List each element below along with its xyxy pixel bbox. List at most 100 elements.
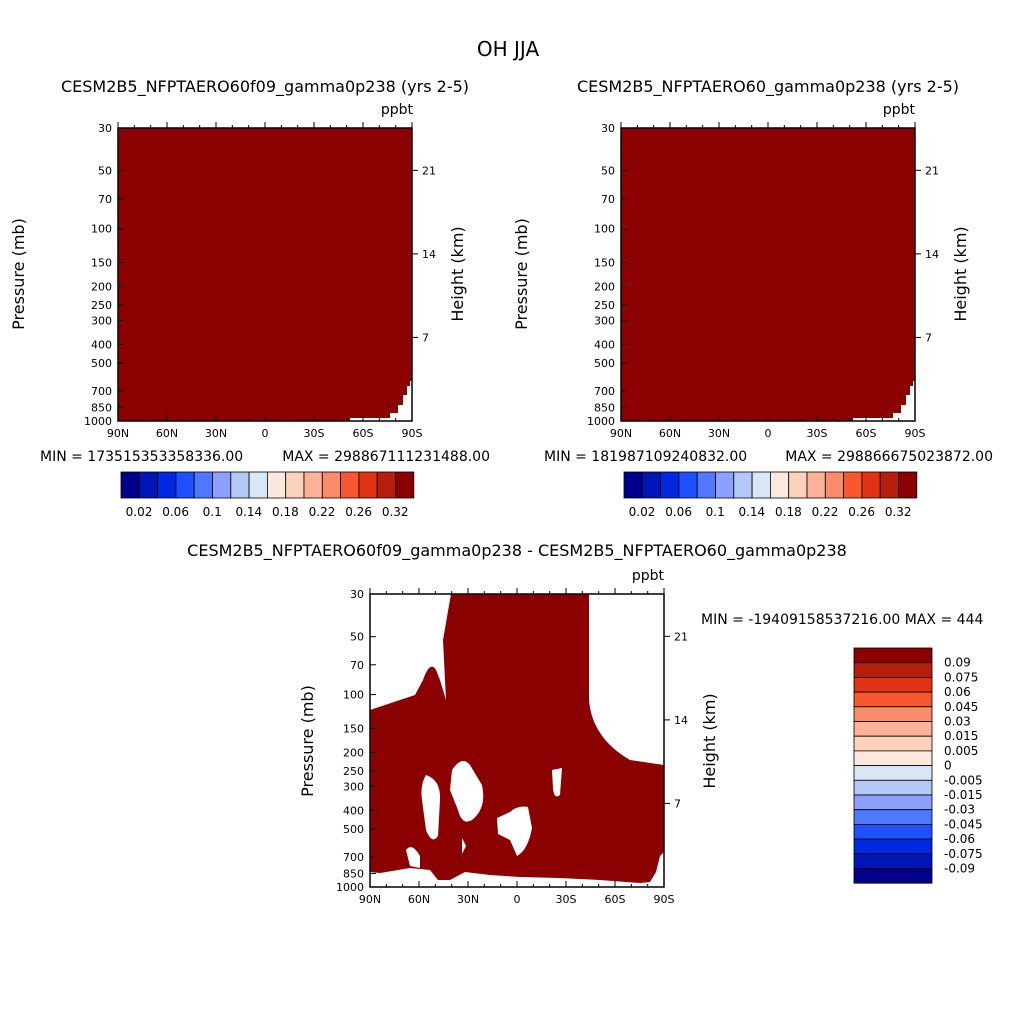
diff-unit: ppbt <box>632 568 665 584</box>
left-y2label: Height (km) <box>448 226 467 321</box>
xtick-label-2: 30N <box>205 427 227 440</box>
xtick-label-5: 60S <box>353 427 374 440</box>
ytick-label-8: 400 <box>91 338 112 351</box>
ytick-label-3: 100 <box>594 223 615 236</box>
cbar-label-2: 0.1 <box>706 505 725 519</box>
ytick-label-12: 1000 <box>336 881 364 894</box>
cbar-box-14 <box>376 471 396 499</box>
right-y2label: Height (km) <box>951 226 970 321</box>
vbar-label-11: -0.045 <box>944 817 983 831</box>
cbar-box-6 <box>733 471 753 499</box>
panel-left: CESM2B5_NFPTAERO60f09_gamma0p238 (yrs 2-… <box>9 77 490 519</box>
cbar-label-1: 0.06 <box>162 505 189 519</box>
vbar-label-1: 0.075 <box>944 670 978 684</box>
right-minor-ticks <box>620 122 916 421</box>
cbar-box-5 <box>212 471 232 499</box>
xtick-label-2: 30N <box>457 893 479 906</box>
xtick-label-4: 30S <box>304 427 325 440</box>
vbar-label-14: -0.09 <box>944 862 975 876</box>
ytick-label-2: 70 <box>601 193 615 206</box>
cbar-box-1 <box>641 471 661 499</box>
ytick-label-11: 850 <box>91 401 112 414</box>
ytick-label-2: 70 <box>350 659 364 672</box>
left-y2ticks: 21 14 7 <box>412 164 436 344</box>
right-unit: ppbt <box>883 102 916 118</box>
ytick-label-1: 50 <box>350 631 364 644</box>
vbar-label-5: 0.015 <box>944 729 978 743</box>
vbar-box-0 <box>853 647 933 664</box>
left-minor-ticks <box>117 122 413 421</box>
left-unit: ppbt <box>381 102 414 118</box>
right-y2ticks: 21 14 7 <box>915 164 939 344</box>
xtick-label-6: 90S <box>905 427 926 440</box>
y2tick-label-2: 7 <box>674 797 681 810</box>
left-max: MAX = 298867111231488.00 <box>282 449 490 465</box>
vbar-box-1 <box>853 662 933 678</box>
vbar-label-10: -0.03 <box>944 803 975 817</box>
ytick-label-6: 250 <box>594 299 615 312</box>
cbar-box-15 <box>395 471 415 499</box>
cbar-box-7 <box>751 471 771 499</box>
cbar-box-10 <box>303 471 323 499</box>
left-title: CESM2B5_NFPTAERO60f09_gamma0p238 (yrs 2-… <box>61 77 469 97</box>
vbar-label-6: 0.005 <box>944 744 978 758</box>
cbar-label-3: 0.14 <box>738 505 765 519</box>
cbar-label-4: 0.18 <box>775 505 802 519</box>
cbar-box-11 <box>321 471 341 499</box>
right-white-notch <box>853 381 915 421</box>
ytick-label-6: 250 <box>343 765 364 778</box>
cbar-box-8 <box>770 471 790 499</box>
vbar-box-10 <box>853 794 933 811</box>
ytick-label-12: 1000 <box>587 415 615 428</box>
cbar-label-3: 0.14 <box>235 505 262 519</box>
vbar-box-15 <box>853 868 933 884</box>
left-plot-fill <box>118 128 412 421</box>
cbar-label-1: 0.06 <box>665 505 692 519</box>
y2tick-label-2: 7 <box>925 331 932 344</box>
ytick-label-10: 700 <box>91 385 112 398</box>
right-max: MAX = 298866675023872.00 <box>785 449 993 465</box>
diff-minmax: MIN = -19409158537216.00 MAX = 444 <box>701 612 983 628</box>
cbar-label-5: 0.22 <box>812 505 839 519</box>
ytick-label-0: 30 <box>601 122 615 135</box>
cbar-box-8 <box>266 471 287 499</box>
ytick-label-5: 200 <box>343 747 364 760</box>
ytick-label-1: 50 <box>601 165 615 178</box>
diff-xticks: 90N 60N 30N 0 30S 60S 90S <box>359 881 675 906</box>
panel-diff: CESM2B5_NFPTAERO60f09_gamma0p238 - CESM2… <box>187 541 983 906</box>
cbar-label-2: 0.1 <box>203 505 222 519</box>
diff-ylabel: Pressure (mb) <box>298 685 317 797</box>
diff-contour-fill <box>370 594 664 883</box>
cbar-label-0: 0.02 <box>629 505 656 519</box>
cbar-box-5 <box>715 471 735 499</box>
cbar-box-15 <box>898 471 918 499</box>
y2tick-label-1: 14 <box>422 248 436 261</box>
xtick-label-0: 90N <box>107 427 129 440</box>
cbar-label-4: 0.18 <box>272 505 299 519</box>
ytick-label-3: 100 <box>91 223 112 236</box>
cbar-box-0 <box>120 471 140 499</box>
ytick-label-1: 50 <box>98 165 112 178</box>
ytick-label-7: 300 <box>343 780 364 793</box>
ytick-label-9: 500 <box>343 823 364 836</box>
ytick-label-12: 1000 <box>84 415 112 428</box>
diff-hole-1 <box>421 775 441 840</box>
cbar-box-11 <box>824 471 844 499</box>
xtick-label-2: 30N <box>708 427 730 440</box>
ytick-label-0: 30 <box>98 122 112 135</box>
diff-colorbar: 0.090.0750.060.0450.030.0150.0050-0.005-… <box>853 647 983 884</box>
right-plot-fill <box>621 128 915 421</box>
xtick-label-3: 0 <box>262 427 269 440</box>
ytick-label-9: 500 <box>594 357 615 370</box>
cbar-box-2 <box>157 471 177 499</box>
vbar-box-9 <box>853 779 933 796</box>
right-title: CESM2B5_NFPTAERO60_gamma0p238 (yrs 2-5) <box>577 77 959 97</box>
ytick-label-9: 500 <box>91 357 112 370</box>
ytick-label-8: 400 <box>594 338 615 351</box>
cbar-box-12 <box>843 471 863 499</box>
xtick-label-1: 60N <box>408 893 430 906</box>
xtick-label-1: 60N <box>659 427 681 440</box>
cbar-box-9 <box>285 471 305 499</box>
vbar-box-11 <box>853 809 933 825</box>
